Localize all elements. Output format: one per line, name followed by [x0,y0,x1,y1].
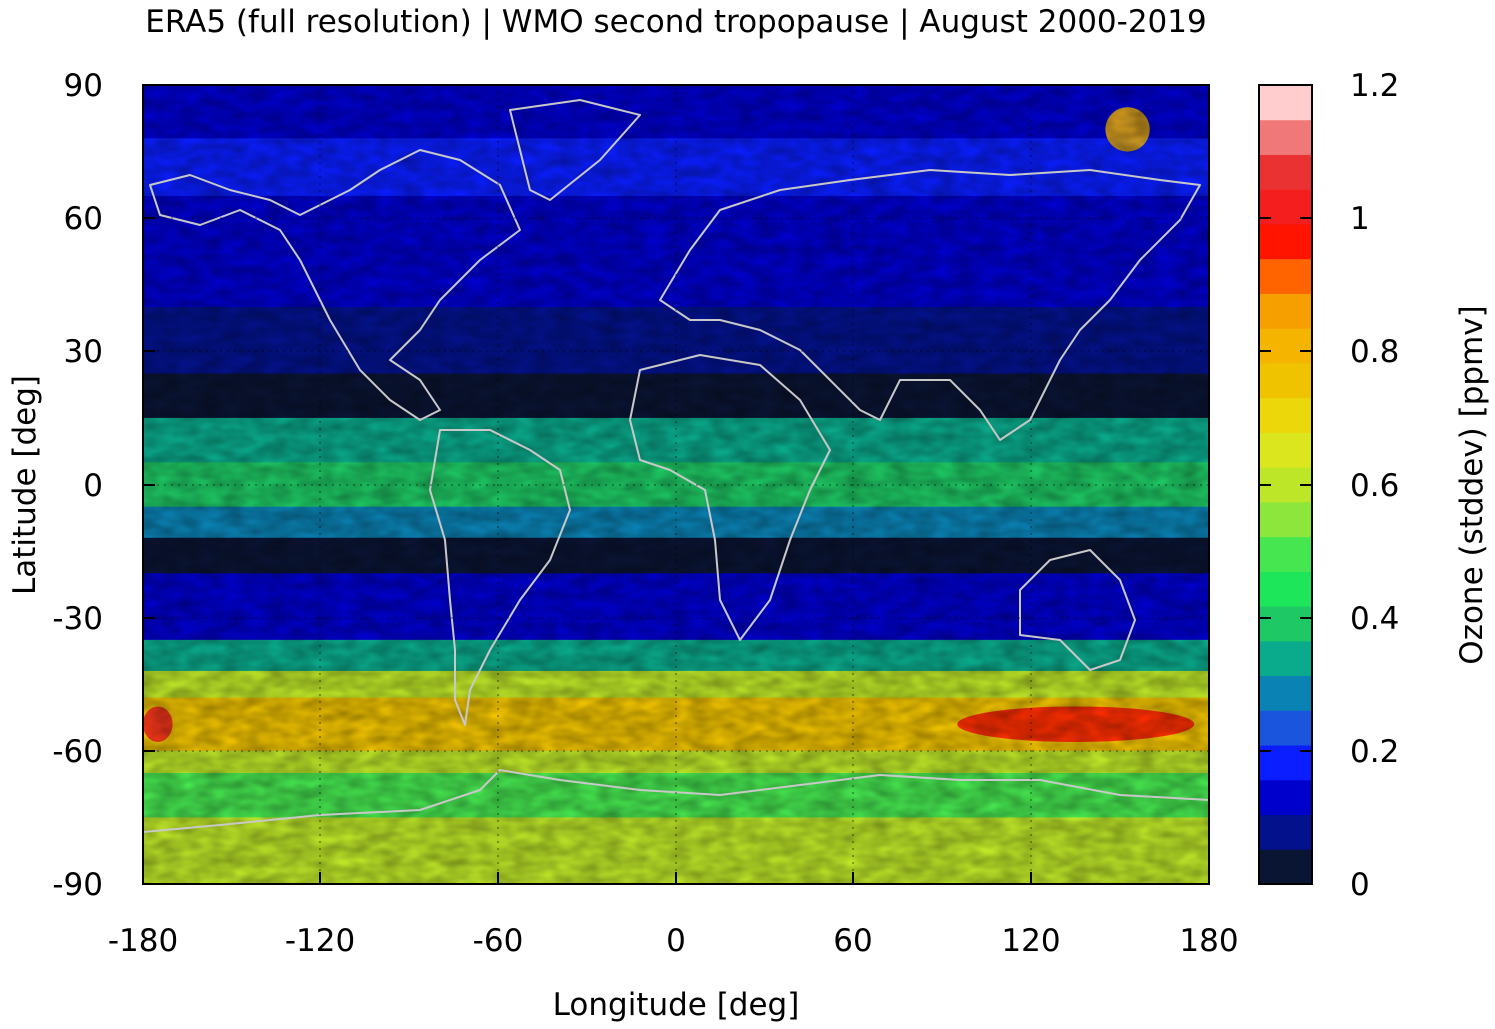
x-tick-label: 60 [833,923,872,959]
x-tick-label: -180 [108,923,178,959]
south-america-coastline [429,429,571,726]
colorbar-step [1259,154,1312,190]
colorbar-label: Ozone (stddev) [ppmv] [1454,305,1490,664]
colorbar-step [1259,397,1312,433]
colorbar-tick-label: 1 [1350,201,1370,237]
greenland-coastline [509,99,641,201]
y-axis-label: Latitude [deg] [7,375,43,595]
colorbar-step [1259,362,1312,399]
colorbar-tick-label: 0.2 [1350,734,1399,770]
colorbar-step [1259,85,1312,121]
colorbar-step [1259,501,1312,538]
y-tick-label: -60 [52,734,103,770]
y-tick-label: 30 [64,334,103,370]
y-tick-label: 0 [83,468,103,504]
colorbar-step [1259,258,1312,294]
x-tick-label: 180 [1179,923,1238,959]
colorbar-step [1259,849,1312,885]
colorbar-step [1259,779,1312,816]
colorbar-step [1259,675,1312,711]
y-tick-label: 60 [64,201,103,237]
x-axis: -180 -120 -60 0 60 120 180 Longitude [de… [108,872,1239,1023]
africa-coastline [629,354,831,641]
x-axis-label: Longitude [deg] [553,987,800,1023]
chart-title: ERA5 (full resolution) | WMO second trop… [145,4,1206,40]
colorbar-tick-label: 1.2 [1350,68,1399,104]
eurasia-coastline [659,169,1201,441]
y-tick-label: -30 [52,601,103,637]
colorbar-step [1259,710,1312,746]
x-tick-label: 120 [1001,923,1060,959]
colorbar-step [1259,571,1312,607]
colorbar-tick-label: 0.8 [1350,334,1399,370]
colorbar-step [1259,606,1312,642]
y-tick-label: -90 [52,867,103,903]
colorbar-step [1259,328,1312,364]
colorbar-tick-marks [1259,84,1312,885]
colorbar-tick-label: 0.6 [1350,468,1399,504]
colorbar-step [1259,293,1312,329]
x-tick-label: 0 [666,923,686,959]
y-tick-marks [143,84,155,885]
colorbar-step [1259,119,1312,155]
colorbar-step [1259,189,1312,225]
colorbar-tick-label: 0.4 [1350,601,1399,637]
colorbar-tick-label: 0 [1350,867,1370,903]
colorbar-step [1259,640,1312,677]
colorbar-step [1259,814,1312,850]
colorbar: 1.2 1 0.8 0.6 0.4 0.2 0 Ozone (stddev) [… [1258,68,1490,903]
antarctica-coastline [143,769,1209,833]
north-america-coastline [149,149,521,421]
y-tick-label: 90 [64,68,103,104]
grid-lines [143,85,1209,884]
colorbar-step [1259,536,1312,572]
x-tick-label: -60 [473,923,524,959]
x-tick-marks [142,872,1210,884]
colorbar-step [1259,432,1312,468]
australia-coastline [1019,549,1136,671]
colorbar-step [1259,223,1312,260]
y-axis: 90 60 30 0 -30 -60 -90 Latitude [deg] [7,68,155,903]
heatmap-area [143,85,1209,884]
coastlines [143,99,1209,833]
x-tick-label: -120 [285,923,355,959]
